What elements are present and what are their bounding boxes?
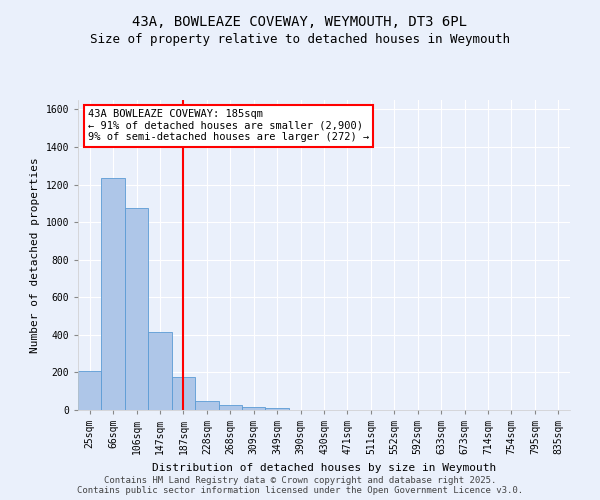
Text: Size of property relative to detached houses in Weymouth: Size of property relative to detached ho… bbox=[90, 32, 510, 46]
Bar bbox=[242, 407, 265, 410]
Bar bbox=[78, 372, 101, 410]
Text: 43A BOWLEAZE COVEWAY: 185sqm
← 91% of detached houses are smaller (2,900)
9% of : 43A BOWLEAZE COVEWAY: 185sqm ← 91% of de… bbox=[88, 110, 369, 142]
Y-axis label: Number of detached properties: Number of detached properties bbox=[30, 157, 40, 353]
Bar bbox=[172, 377, 195, 410]
Bar bbox=[195, 400, 218, 410]
Text: Contains HM Land Registry data © Crown copyright and database right 2025.
Contai: Contains HM Land Registry data © Crown c… bbox=[77, 476, 523, 495]
X-axis label: Distribution of detached houses by size in Weymouth: Distribution of detached houses by size … bbox=[152, 462, 496, 472]
Bar bbox=[148, 332, 172, 410]
Text: 43A, BOWLEAZE COVEWAY, WEYMOUTH, DT3 6PL: 43A, BOWLEAZE COVEWAY, WEYMOUTH, DT3 6PL bbox=[133, 15, 467, 29]
Bar bbox=[265, 408, 289, 410]
Bar bbox=[125, 208, 148, 410]
Bar bbox=[101, 178, 125, 410]
Bar bbox=[218, 406, 242, 410]
